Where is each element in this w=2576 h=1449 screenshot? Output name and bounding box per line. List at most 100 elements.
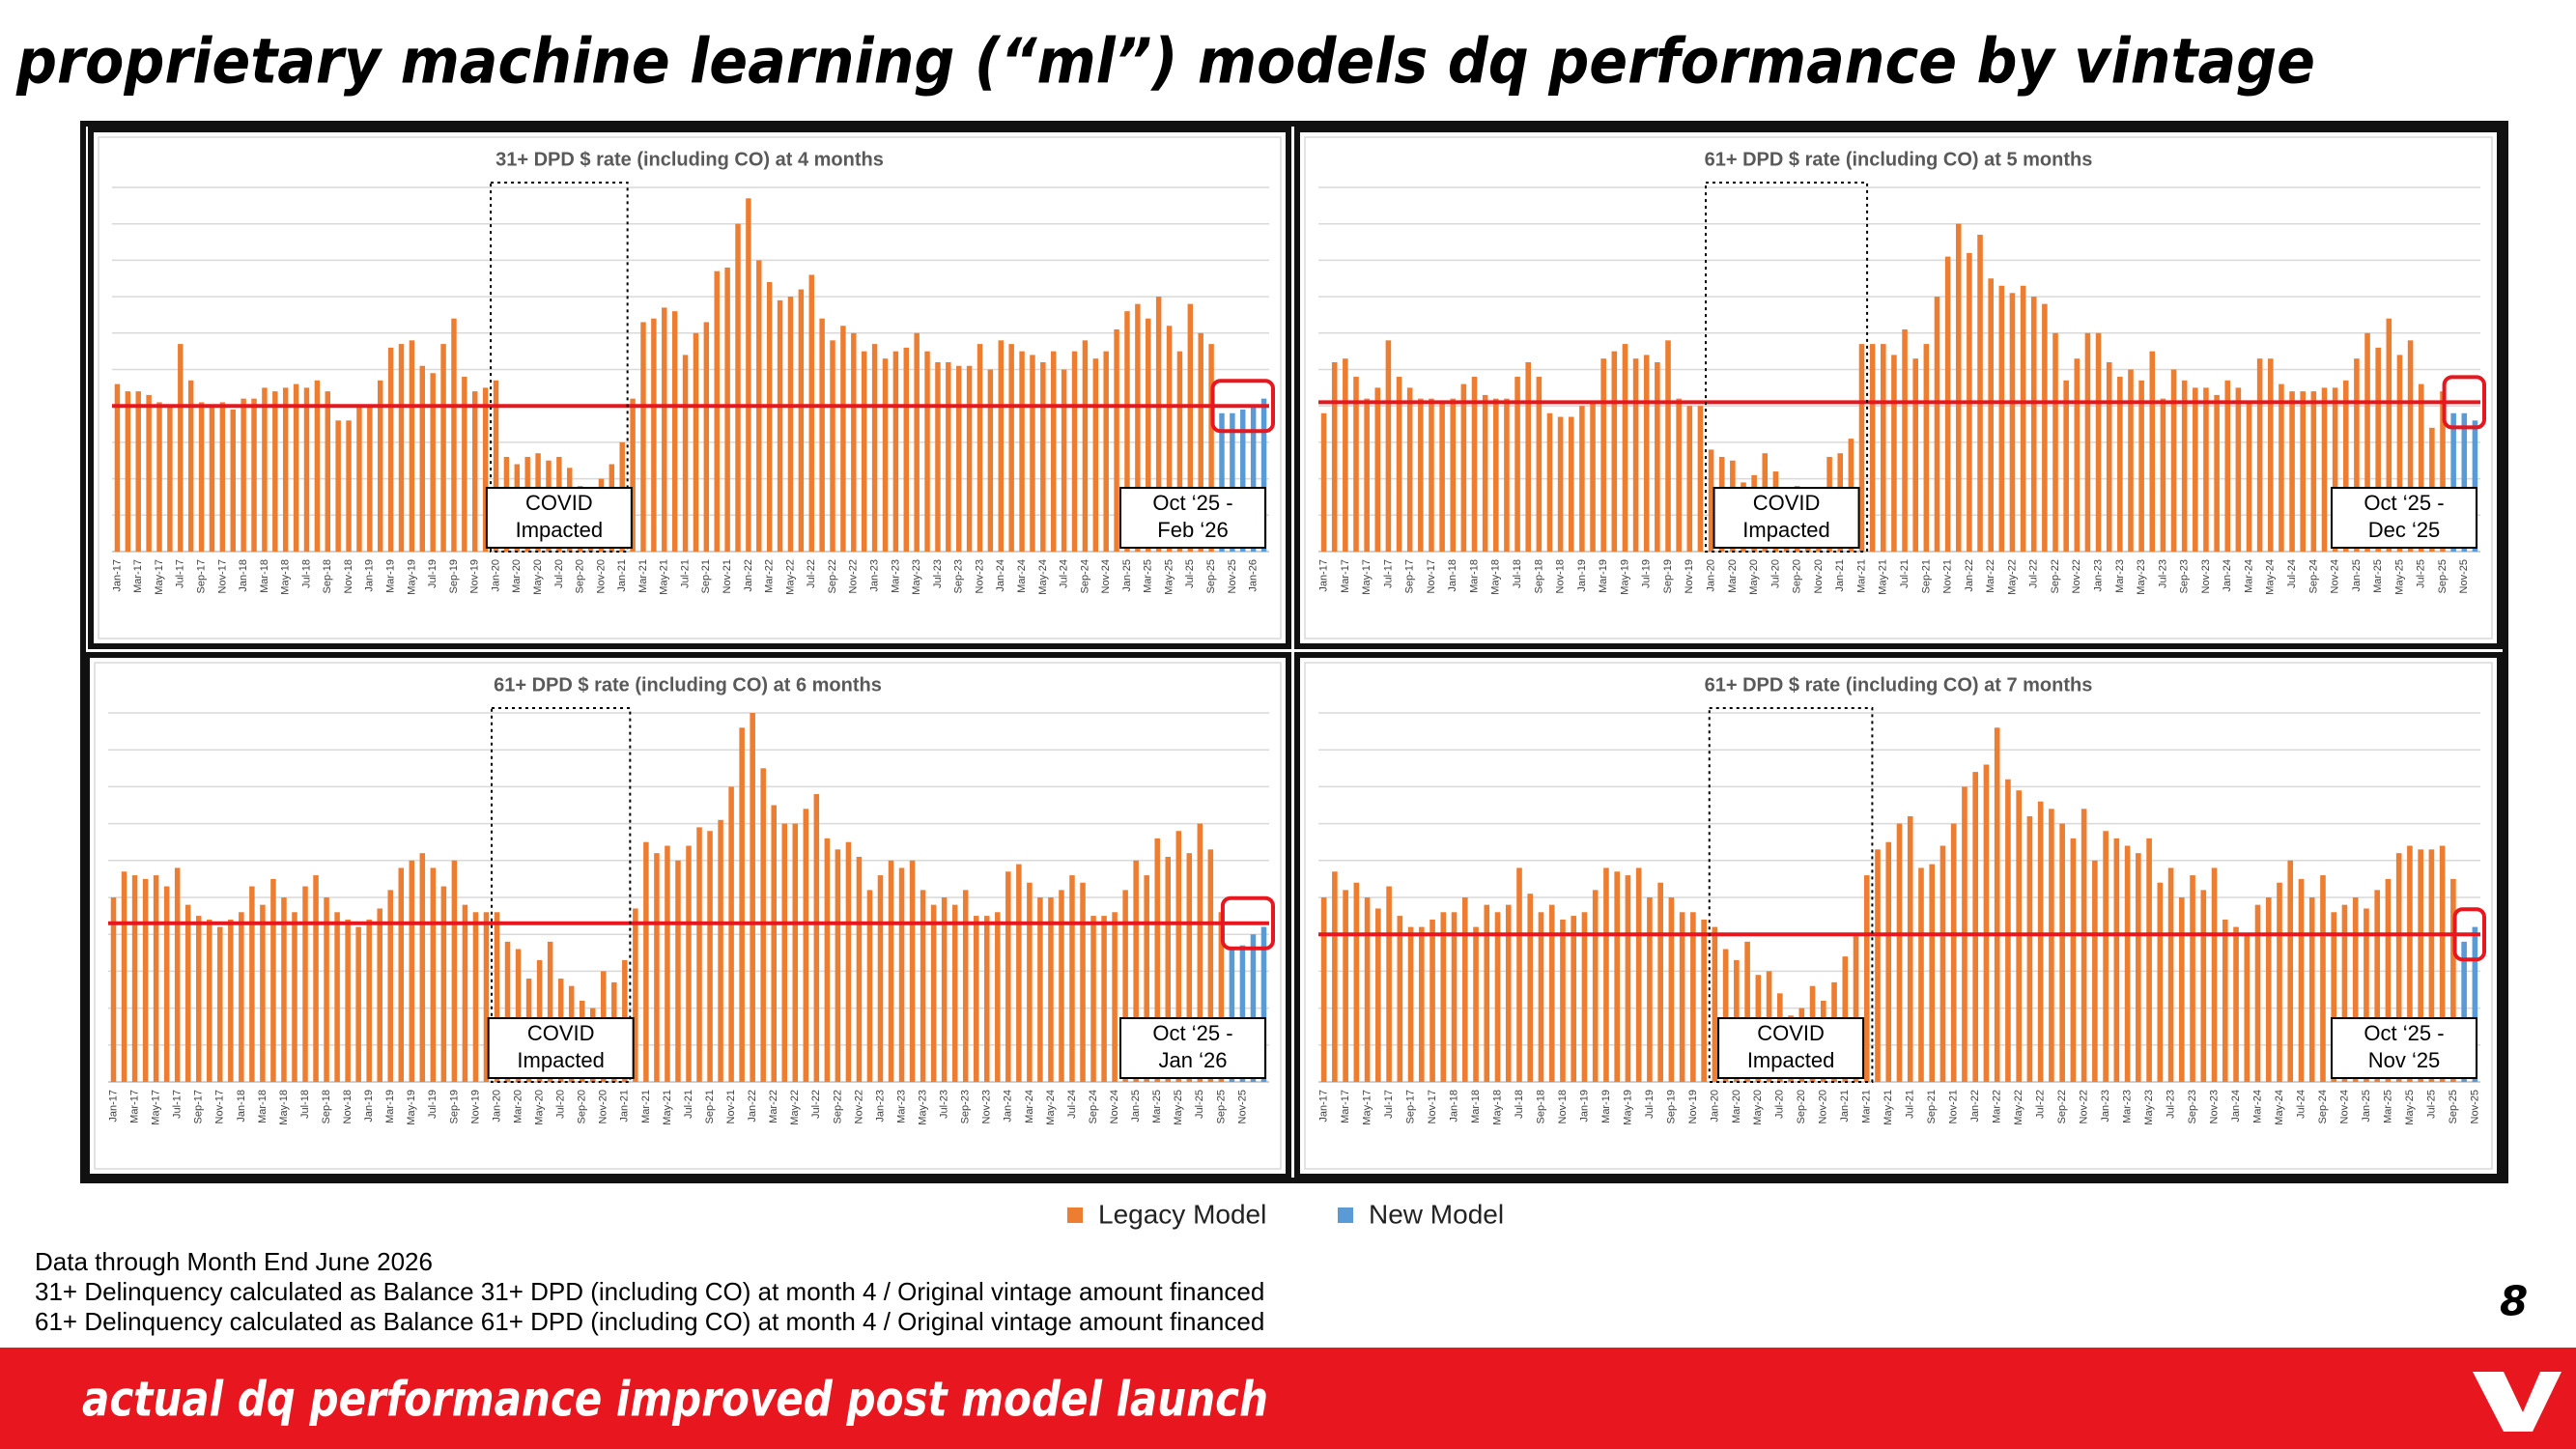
bar: [156, 402, 162, 552]
x-tick-label: Sep-25: [1205, 559, 1217, 593]
bar: [665, 845, 670, 1082]
x-tick-label: Nov-20: [595, 559, 607, 593]
bar: [2095, 332, 2102, 552]
bar: [2233, 926, 2239, 1082]
bar: [1592, 890, 1599, 1082]
bar: [2321, 387, 2328, 552]
bar: [2203, 387, 2209, 552]
bar: [2081, 809, 2087, 1082]
legend-swatch: [1338, 1208, 1353, 1223]
x-tick-label: Mar-23: [2122, 1090, 2134, 1123]
bar: [2084, 332, 2091, 552]
x-tick-label: Jan-26: [1248, 559, 1260, 592]
bar: [1240, 409, 1246, 552]
bar: [167, 406, 173, 552]
bar: [1853, 934, 1859, 1082]
x-tick-label: May-20: [534, 1090, 546, 1125]
x-tick-label: Sep-25: [2448, 1090, 2459, 1123]
x-tick-label: Mar-24: [1016, 559, 1028, 593]
covid-label: COVID: [525, 491, 593, 515]
x-tick-label: May-24: [2274, 1090, 2285, 1125]
bar: [2070, 838, 2077, 1082]
x-tick-label: May-22: [784, 559, 796, 595]
x-tick-label: Sep-23: [2187, 1090, 2198, 1123]
bar: [1146, 318, 1151, 552]
bar: [2042, 303, 2048, 552]
x-tick-label: Jul-20: [553, 559, 565, 588]
x-tick-label: Sep-21: [704, 1090, 716, 1123]
bar: [2364, 908, 2369, 1082]
bar: [1686, 406, 1693, 552]
x-tick-label: Nov-21: [1948, 1090, 1960, 1123]
bar: [1647, 897, 1653, 1082]
bar: [2342, 380, 2349, 552]
bar: [1250, 406, 1257, 552]
footnote: 31+ Delinquency calculated as Balance 31…: [35, 1277, 1264, 1306]
bar: [630, 398, 636, 552]
bar: [1019, 351, 1025, 552]
x-tick-label: Mar-21: [640, 1090, 652, 1123]
bar: [1516, 867, 1522, 1082]
covid-label-box: [485, 487, 633, 549]
x-tick-label: Jan-25: [2361, 1090, 2372, 1122]
bar: [1124, 311, 1130, 552]
bar: [813, 794, 820, 1082]
bar: [2298, 878, 2305, 1082]
x-tick-label: Mar-25: [2382, 1090, 2393, 1123]
x-tick-label: May-22: [789, 1090, 801, 1125]
bar: [409, 340, 415, 552]
bar: [2472, 926, 2478, 1082]
bar: [440, 344, 446, 552]
bar: [217, 926, 223, 1082]
bar: [1504, 398, 1510, 552]
period-label: Oct ‘25 -: [1152, 1021, 1232, 1045]
x-tick-label: Mar-23: [890, 559, 901, 593]
bar: [1525, 361, 1531, 552]
x-tick-label: May-25: [2393, 559, 2405, 595]
bar: [935, 361, 941, 552]
bar: [2331, 912, 2337, 1082]
x-tick-label: Jul-22: [2028, 559, 2040, 588]
x-tick-label: Nov-22: [848, 559, 860, 593]
x-tick-label: Jan-19: [1578, 1090, 1590, 1122]
bar: [2117, 377, 2123, 552]
bar: [1560, 919, 1566, 1082]
bar: [472, 912, 479, 1082]
bar: [703, 322, 710, 552]
period-label-box: [2331, 1017, 2477, 1079]
bar: [2193, 387, 2198, 552]
bar: [1059, 890, 1064, 1082]
bar: [146, 394, 152, 552]
bar: [1934, 297, 1940, 552]
x-tick-label: Jul-19: [427, 559, 439, 588]
bar: [1955, 223, 1962, 552]
bar: [282, 387, 289, 552]
bar: [1744, 941, 1750, 1082]
x-tick-label: Sep-21: [1926, 1090, 1938, 1123]
bar: [419, 853, 426, 1082]
x-tick-label: Sep-18: [322, 559, 333, 593]
x-tick-label: Jul-21: [683, 1090, 694, 1119]
bar: [714, 270, 720, 552]
x-tick-label: May-25: [1163, 559, 1175, 595]
x-tick-label: Nov-25: [2458, 559, 2470, 593]
covid-label: Impacted: [517, 1048, 605, 1072]
bar: [472, 391, 478, 552]
x-tick-label: Sep-24: [1079, 559, 1090, 593]
covid-label: Impacted: [1742, 518, 1830, 542]
x-tick-label: Nov-24: [1100, 559, 1112, 593]
x-tick-label: Sep-24: [2307, 559, 2319, 593]
bar: [1484, 904, 1490, 1082]
x-tick-label: Jul-21: [1899, 559, 1911, 588]
bar: [1154, 838, 1160, 1082]
bar: [2170, 369, 2177, 552]
x-tick-label: Jul-25: [1184, 559, 1196, 588]
bar: [1114, 329, 1119, 552]
page-number: 8: [2500, 1278, 2528, 1325]
bar: [1208, 344, 1214, 552]
bar: [1590, 402, 1596, 552]
period-label: Oct ‘25 -: [2364, 1021, 2444, 1045]
x-tick-label: Sep-21: [1920, 559, 1932, 593]
covid-label-box: [487, 1017, 635, 1079]
legend-label: Legacy Model: [1098, 1199, 1266, 1229]
